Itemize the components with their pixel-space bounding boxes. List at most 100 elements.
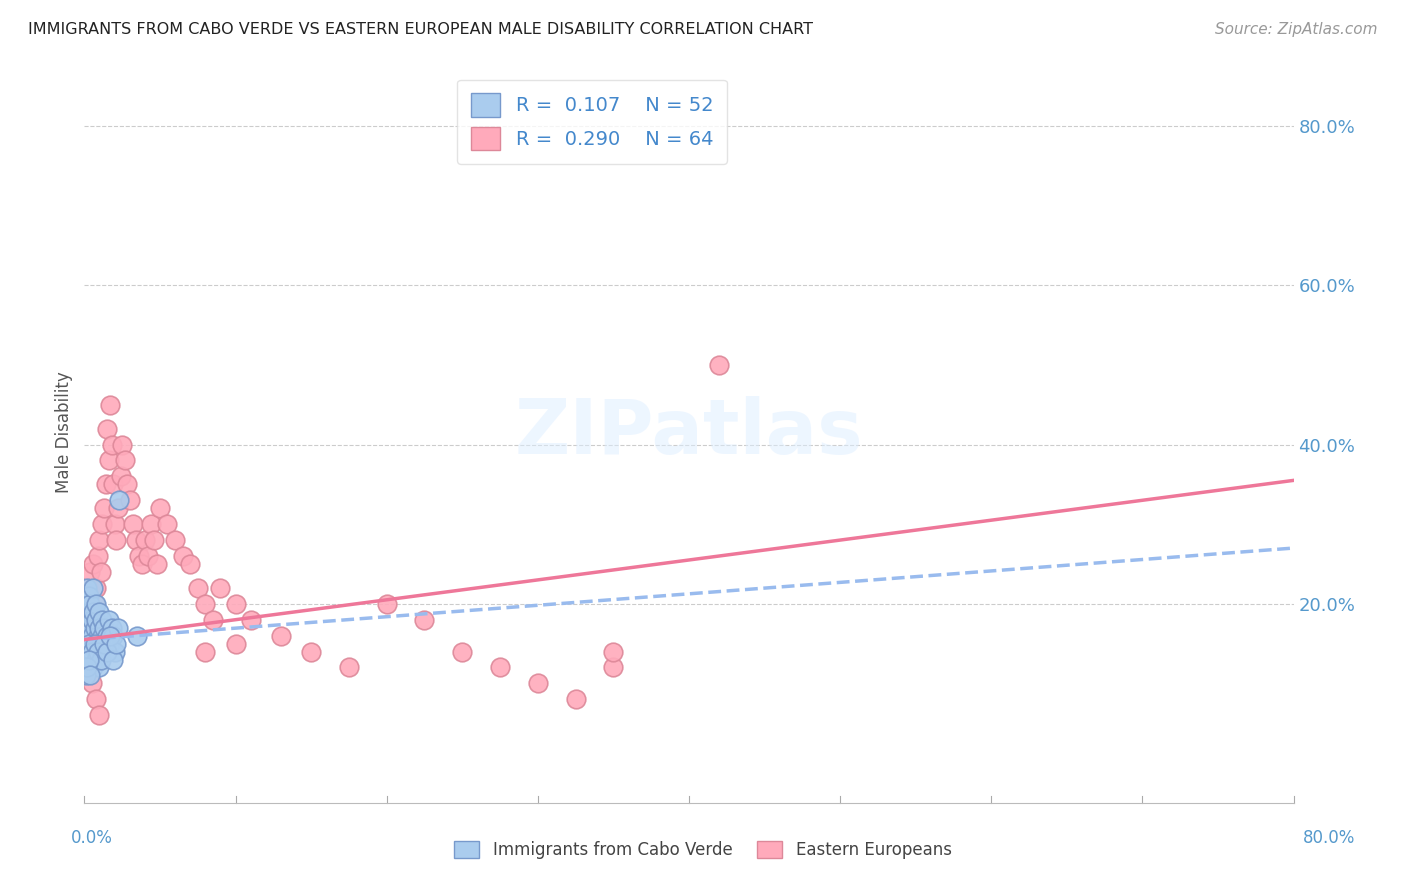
- Point: [98, 398, 121, 412]
- Point: [84, 637, 107, 651]
- Point: [93, 501, 115, 516]
- Point: [82, 557, 104, 571]
- Point: [105, 533, 128, 547]
- Point: [225, 637, 247, 651]
- Point: [97, 613, 120, 627]
- Point: [96, 644, 118, 658]
- Point: [82, 581, 104, 595]
- Point: [121, 517, 143, 532]
- Point: [172, 549, 194, 563]
- Point: [89, 708, 111, 723]
- Point: [165, 533, 187, 547]
- Point: [86, 652, 108, 666]
- Point: [149, 501, 172, 516]
- Point: [100, 621, 122, 635]
- Point: [209, 581, 232, 595]
- Point: [76, 644, 98, 658]
- Point: [134, 533, 156, 547]
- Point: [75, 652, 97, 666]
- Point: [90, 565, 112, 579]
- Point: [76, 660, 98, 674]
- Point: [76, 581, 98, 595]
- Point: [709, 358, 731, 372]
- Point: [94, 477, 117, 491]
- Point: [91, 517, 114, 532]
- Text: IMMIGRANTS FROM CABO VERDE VS EASTERN EUROPEAN MALE DISABILITY CORRELATION CHART: IMMIGRANTS FROM CABO VERDE VS EASTERN EU…: [28, 22, 813, 37]
- Point: [413, 613, 436, 627]
- Point: [101, 477, 124, 491]
- Point: [98, 637, 121, 651]
- Point: [337, 660, 360, 674]
- Point: [270, 629, 292, 643]
- Point: [93, 621, 115, 635]
- Point: [118, 493, 141, 508]
- Point: [80, 613, 103, 627]
- Point: [82, 605, 104, 619]
- Point: [94, 637, 117, 651]
- Point: [108, 493, 131, 508]
- Point: [131, 557, 153, 571]
- Point: [87, 644, 110, 658]
- Point: [187, 581, 209, 595]
- Point: [104, 644, 127, 658]
- Point: [80, 629, 103, 643]
- Point: [125, 533, 148, 547]
- Point: [98, 629, 121, 643]
- Legend: R =  0.107    N = 52, R =  0.290    N = 64: R = 0.107 N = 52, R = 0.290 N = 64: [457, 79, 727, 164]
- Point: [201, 613, 224, 627]
- Point: [105, 637, 128, 651]
- Point: [79, 597, 101, 611]
- Point: [602, 644, 624, 658]
- Point: [101, 629, 124, 643]
- Point: [107, 621, 129, 635]
- Point: [90, 637, 112, 651]
- Point: [194, 644, 217, 658]
- Point: [115, 477, 138, 491]
- Point: [79, 621, 101, 635]
- Point: [142, 533, 165, 547]
- Y-axis label: Male Disability: Male Disability: [55, 372, 73, 493]
- Point: [86, 597, 108, 611]
- Legend: Immigrants from Cabo Verde, Eastern Europeans: Immigrants from Cabo Verde, Eastern Euro…: [447, 834, 959, 866]
- Point: [84, 621, 107, 635]
- Point: [91, 629, 114, 643]
- Point: [97, 453, 120, 467]
- Point: [139, 517, 162, 532]
- Point: [100, 437, 122, 451]
- Point: [101, 652, 124, 666]
- Point: [77, 652, 100, 666]
- Text: 0.0%: 0.0%: [70, 829, 112, 847]
- Point: [602, 660, 624, 674]
- Text: 80.0%: 80.0%: [1302, 829, 1355, 847]
- Point: [89, 605, 111, 619]
- Point: [96, 629, 118, 643]
- Point: [194, 597, 217, 611]
- Point: [127, 629, 149, 643]
- Point: [82, 660, 104, 674]
- Point: [93, 637, 115, 651]
- Point: [80, 676, 103, 690]
- Text: ZIPatlas: ZIPatlas: [515, 396, 863, 469]
- Point: [90, 652, 112, 666]
- Point: [75, 597, 97, 611]
- Point: [79, 668, 101, 682]
- Point: [156, 517, 179, 532]
- Point: [136, 549, 159, 563]
- Point: [89, 660, 111, 674]
- Point: [86, 613, 108, 627]
- Point: [77, 605, 100, 619]
- Point: [76, 597, 98, 611]
- Point: [84, 637, 107, 651]
- Point: [146, 557, 169, 571]
- Point: [564, 692, 586, 706]
- Point: [128, 549, 150, 563]
- Point: [87, 549, 110, 563]
- Point: [527, 676, 550, 690]
- Text: Source: ZipAtlas.com: Source: ZipAtlas.com: [1215, 22, 1378, 37]
- Point: [80, 644, 103, 658]
- Point: [239, 613, 262, 627]
- Point: [96, 422, 118, 436]
- Point: [179, 557, 201, 571]
- Point: [75, 668, 97, 682]
- Point: [76, 613, 98, 627]
